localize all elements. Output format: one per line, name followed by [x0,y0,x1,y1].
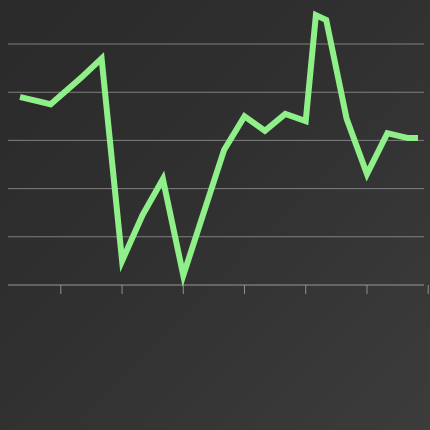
series-layer [19,10,418,287]
x-axis [8,284,429,294]
grid-layer [8,43,424,238]
series-line [19,10,418,287]
